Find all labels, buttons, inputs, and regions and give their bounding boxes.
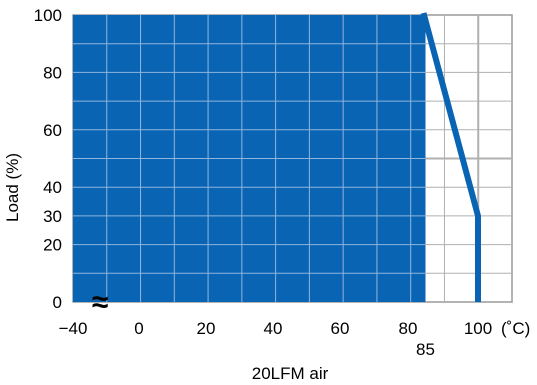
derating-line xyxy=(420,12,481,302)
y-tick-label: 80 xyxy=(43,63,62,82)
x-tick-label: 40 xyxy=(264,319,283,338)
y-tick-label: 60 xyxy=(43,121,62,140)
safe-operating-area xyxy=(73,15,426,302)
y-tick-label: 40 xyxy=(43,178,62,197)
y-axis-ticks: 0 20 30 40 60 80 100 xyxy=(34,6,62,312)
x-tick-label: 0 xyxy=(134,319,143,338)
x-tick-label: 60 xyxy=(331,319,350,338)
x-axis-unit: (˚C) xyxy=(501,319,530,338)
y-tick-label: 20 xyxy=(43,236,62,255)
x-tick-label-85: 85 xyxy=(416,340,435,359)
y-axis-label: Load (%) xyxy=(3,153,22,222)
x-tick-label: 100 xyxy=(464,319,492,338)
x-axis-ticks: −40 0 20 40 60 80 100 85 xyxy=(59,319,493,359)
x-tick-label: −40 xyxy=(59,319,88,338)
y-tick-label: 100 xyxy=(34,6,62,25)
x-tick-label: 80 xyxy=(399,319,418,338)
y-tick-label: 30 xyxy=(43,207,62,226)
derating-curve xyxy=(420,12,481,302)
x-axis-break-icon: ≈ xyxy=(92,286,108,319)
y-tick-label: 0 xyxy=(53,293,62,312)
x-axis-caption: 20LFM air xyxy=(252,364,329,383)
x-tick-label: 20 xyxy=(197,319,216,338)
